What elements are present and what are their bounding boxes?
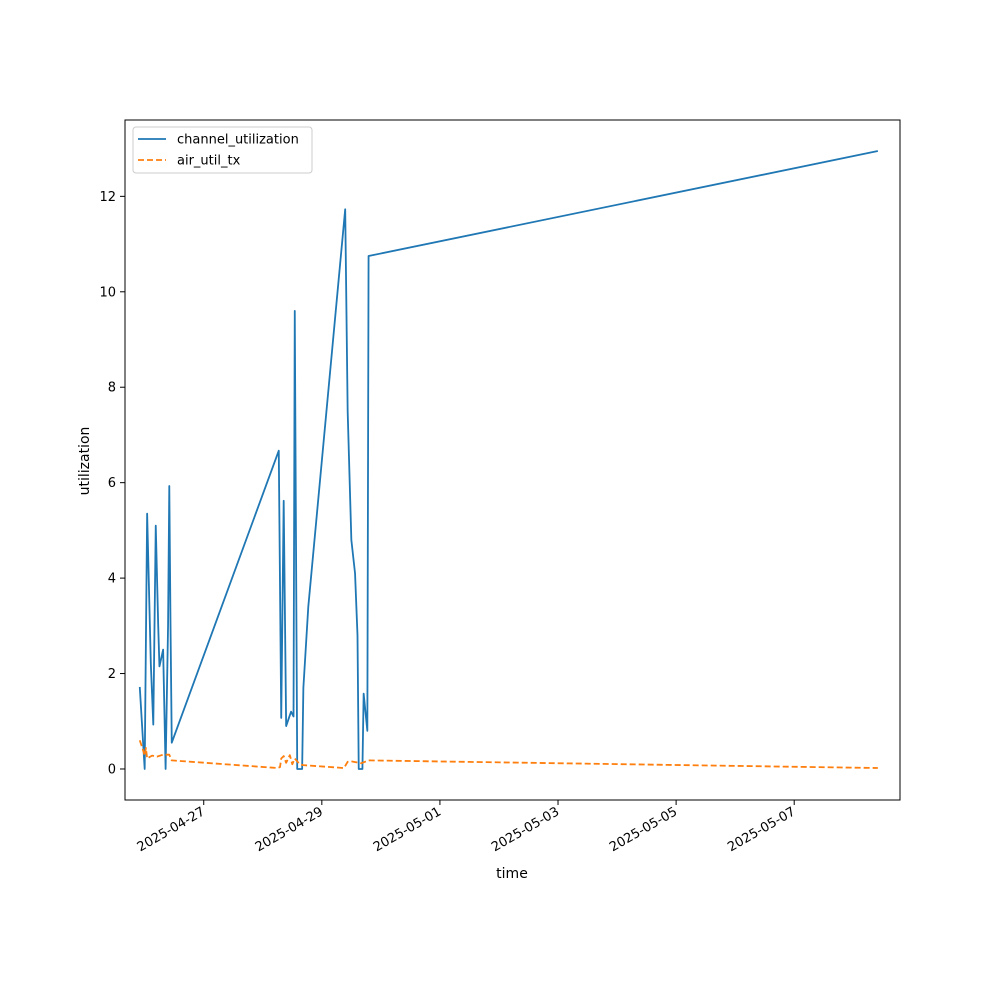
y-axis-label: utilization [77,427,93,496]
plot-frame [124,119,901,801]
x-tick-label: 2025-05-03 [489,804,562,855]
x-axis-ticks: 2025-04-27 2025-04-29 2025-05-01 2025-05-03… [135,800,798,855]
legend: channel_utilization air_util_tx [132,126,313,174]
y-tick-label: 0 [108,762,116,777]
y-tick-label: 8 [108,381,116,396]
x-tick-label: 2025-04-27 [135,804,208,855]
plot-lines [138,150,879,770]
series-line-air-util-tx [138,740,878,769]
x-tick-label: 2025-05-01 [371,804,444,855]
legend-label-channel-utilization: channel_utilization [177,133,299,148]
x-tick-label: 2025-04-29 [253,804,326,855]
y-tick-label: 12 [99,190,116,205]
x-tick-label: 2025-05-07 [725,804,798,855]
y-tick-label: 2 [108,667,116,682]
legend-label-air-util-tx: air_util_tx [177,154,241,169]
series-line-channel-utilization [138,150,879,770]
legend-box [132,126,313,174]
x-tick-label: 2025-05-05 [607,804,680,855]
y-tick-label: 10 [99,285,116,300]
x-axis-label: time [496,866,528,882]
y-axis-ticks: 0 2 4 6 8 10 12 [99,190,125,777]
y-tick-label: 4 [108,572,116,587]
y-tick-label: 6 [108,476,116,491]
